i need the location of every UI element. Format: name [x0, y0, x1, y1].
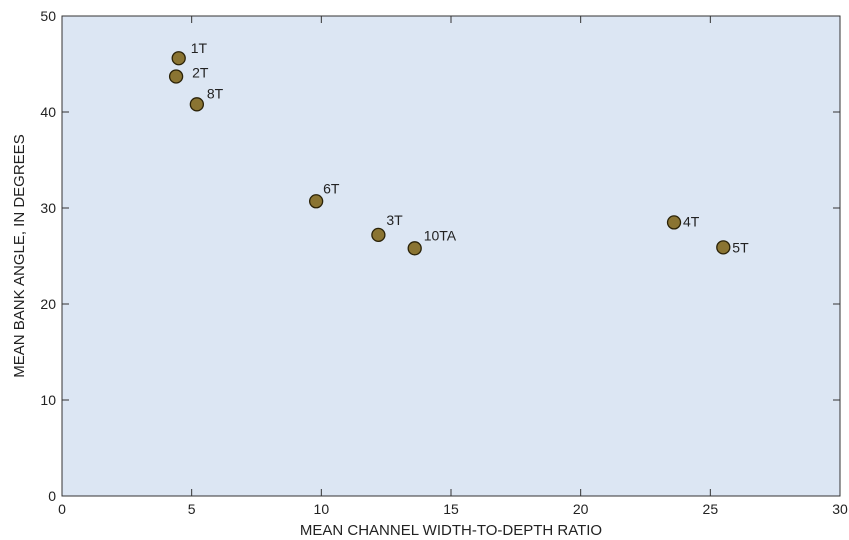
- x-tick-label: 0: [58, 501, 66, 517]
- x-tick-label: 25: [703, 501, 719, 517]
- y-tick-label: 10: [40, 392, 56, 408]
- data-point: [189, 97, 205, 112]
- y-tick-label: 50: [40, 8, 56, 24]
- data-point: [308, 194, 324, 209]
- data-point: [716, 240, 731, 255]
- y-tick-label: 20: [40, 296, 56, 312]
- y-tick-label: 30: [40, 200, 56, 216]
- data-point: [171, 51, 186, 66]
- x-axis-label: MEAN CHANNEL WIDTH-TO-DEPTH RATIO: [300, 522, 602, 539]
- data-point: [371, 227, 386, 243]
- data-point-label: 5T: [732, 239, 749, 255]
- x-tick-label: 10: [314, 501, 330, 517]
- x-tick-label: 5: [188, 501, 196, 517]
- x-tick-label: 30: [832, 501, 848, 517]
- data-point: [168, 69, 184, 84]
- x-tick-label: 15: [443, 501, 459, 517]
- y-axis-label: MEAN BANK ANGLE, IN DEGREES: [11, 134, 28, 377]
- data-point-label: 8T: [207, 85, 224, 101]
- y-tick-label: 0: [48, 488, 56, 504]
- data-point-label: 6T: [323, 180, 340, 196]
- data-point: [407, 241, 422, 256]
- data-point-label: 3T: [386, 212, 403, 228]
- x-axis: 0 5 10 15 20 25 30: [58, 16, 848, 517]
- data-point-label: 4T: [683, 213, 700, 229]
- x-tick-label: 20: [573, 501, 589, 517]
- data-point-label: 10TA: [424, 227, 457, 243]
- data-points: 1T 2T 8T 6T 3T 10TA 4T 5T: [168, 40, 749, 256]
- plot-area: [61, 15, 841, 497]
- data-point-label: 2T: [192, 64, 209, 80]
- data-point: [666, 215, 682, 230]
- y-axis: 0 10 20 30 40 50: [40, 8, 840, 504]
- y-tick-label: 40: [40, 104, 56, 120]
- data-point-label: 1T: [191, 40, 208, 56]
